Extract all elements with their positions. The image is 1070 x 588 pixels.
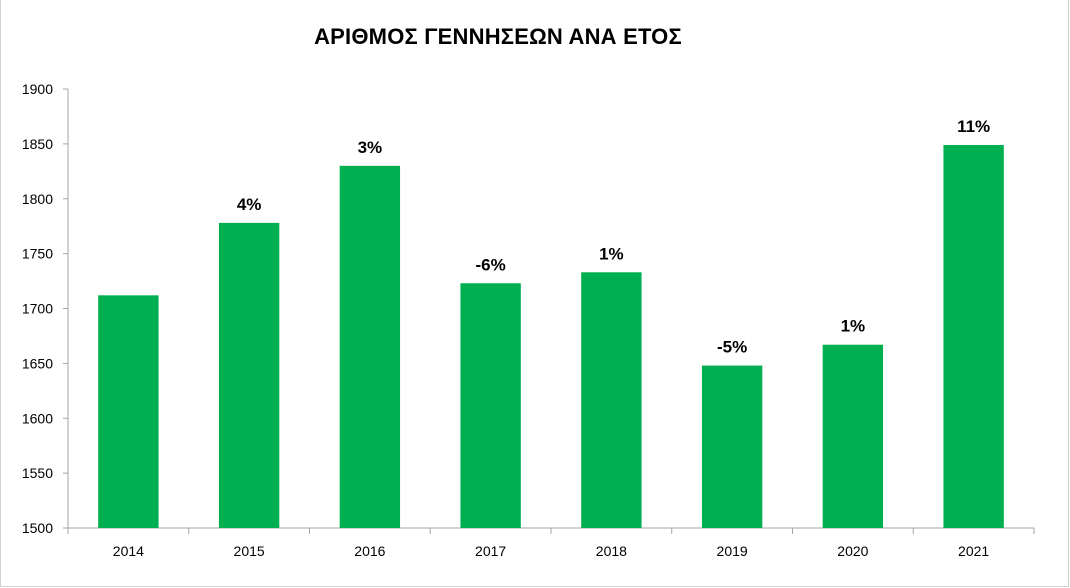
- y-tick-label: 1750: [22, 246, 53, 262]
- y-tick-label: 1600: [22, 410, 53, 426]
- y-tick-label: 1900: [22, 81, 53, 97]
- y-tick-label: 1800: [22, 191, 53, 207]
- y-tick-label: 1500: [22, 520, 53, 536]
- chart-title: ΑΡΙΘΜΟΣ ΓΕΝΝΗΣΕΩΝ ΑΝΑ ΕΤΟΣ: [314, 24, 682, 49]
- bar-2021: [943, 144, 1004, 528]
- data-label-2018: 1%: [599, 244, 624, 263]
- bars: [98, 144, 1004, 528]
- y-tick-label: 1650: [22, 355, 53, 371]
- bar-2018: [581, 272, 642, 528]
- x-axis: 2014 2015 2016 2017 2018 2019 2020 2021: [67, 527, 1035, 559]
- data-labels: 4% 3% -6% 1% -5% 1% 11%: [237, 117, 990, 357]
- data-label-2015: 4%: [237, 195, 262, 214]
- bar-2019: [701, 365, 763, 528]
- data-label-2017: -6%: [476, 255, 506, 274]
- data-label-2021: 11%: [957, 117, 990, 136]
- x-tick-label: 2015: [234, 543, 265, 559]
- bar-2015: [218, 222, 280, 528]
- x-tick-label: 2017: [475, 543, 506, 559]
- bar-2020: [822, 344, 884, 528]
- data-label-2019: -5%: [717, 338, 747, 357]
- y-tick-label: 1700: [22, 301, 53, 317]
- bar-2016: [339, 165, 401, 528]
- x-tick-label: 2019: [717, 543, 748, 559]
- x-tick-label: 2018: [596, 543, 627, 559]
- y-tick-label: 1850: [22, 136, 53, 152]
- y-axis: 1500 1550 1600 1650 1700 1750 1800 1850 1900: [22, 81, 69, 536]
- x-tick-label: 2014: [113, 543, 144, 559]
- x-tick-label: 2021: [958, 543, 989, 559]
- bar-2014: [98, 295, 159, 528]
- data-label-2016: 3%: [358, 138, 383, 157]
- data-label-2020: 1%: [841, 317, 866, 336]
- x-tick-label: 2016: [354, 543, 385, 559]
- bar-2017: [460, 283, 521, 528]
- y-tick-label: 1550: [22, 465, 53, 481]
- x-tick-label: 2020: [837, 543, 868, 559]
